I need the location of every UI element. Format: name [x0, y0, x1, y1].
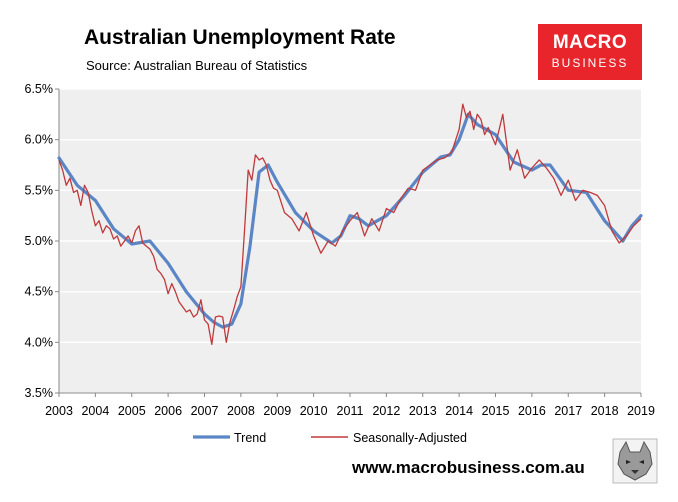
website-url: www.macrobusiness.com.au [352, 458, 585, 477]
x-tick-label: 2010 [300, 404, 328, 418]
series-line-trend [57, 112, 643, 329]
x-tick-label: 2016 [518, 404, 546, 418]
y-tick-label: 5.5% [25, 183, 54, 197]
logo-line-1: MACRO [552, 32, 628, 53]
wolf-logo-icon [612, 438, 658, 484]
x-tick-label: 2019 [627, 404, 655, 418]
x-tick-label: 2008 [227, 404, 255, 418]
chart-title: Australian Unemployment Rate [84, 26, 396, 49]
y-tick-label: 3.5% [25, 386, 54, 400]
y-tick-label: 6.0% [25, 133, 54, 147]
y-tick-label: 5.0% [25, 234, 54, 248]
x-tick-label: 2004 [81, 404, 109, 418]
x-tick-label: 2017 [554, 404, 582, 418]
y-tick-label: 6.5% [25, 82, 54, 96]
y-tick-label: 4.5% [25, 285, 54, 299]
x-tick-label: 2006 [154, 404, 182, 418]
x-tick-label: 2005 [118, 404, 146, 418]
x-tick-label: 2014 [445, 404, 473, 418]
chart-subtitle: Source: Australian Bureau of Statistics [86, 58, 308, 73]
x-tick-label: 2012 [372, 404, 400, 418]
x-tick-label: 2009 [263, 404, 291, 418]
x-tick-label: 2003 [45, 404, 73, 418]
logo-line-2: BUSINESS [551, 56, 629, 70]
legend-label-trend: Trend [234, 431, 266, 445]
x-tick-label: 2011 [337, 404, 364, 418]
series-line-seasonally-adjusted [58, 103, 642, 346]
x-tick-label: 2018 [591, 404, 619, 418]
macro-business-logo: MACRO BUSINESS [538, 24, 642, 80]
x-tick-label: 2007 [191, 404, 219, 418]
x-tick-label: 2013 [409, 404, 437, 418]
legend-label-seasonally-adjusted: Seasonally-Adjusted [353, 431, 467, 445]
x-tick-label: 2015 [482, 404, 510, 418]
y-tick-label: 4.0% [25, 335, 54, 349]
